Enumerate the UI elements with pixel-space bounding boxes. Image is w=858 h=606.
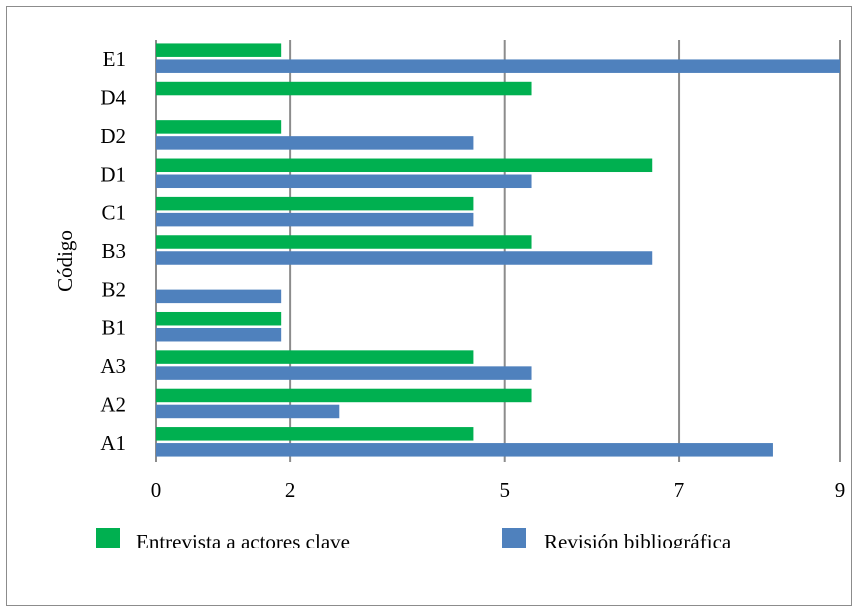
bar-revision [156, 136, 474, 150]
bar-revision [156, 251, 653, 265]
x-tick-label: 2 [285, 478, 296, 502]
x-tick-labels: 0 2 5 7 9 [151, 478, 846, 502]
legend-swatch-revision [502, 528, 526, 548]
bar-entrevista [156, 350, 474, 364]
bar-revision [156, 366, 532, 380]
legend: Entrevista a actores clave Revisión bibl… [96, 528, 732, 548]
bar-entrevista [156, 81, 532, 96]
x-tick-label: 0 [151, 478, 162, 502]
y-tick-labels: A1 A2 A3 B1 B2 B3 C1 D1 D2 D4 E1 [100, 47, 126, 455]
bar-entrevista [156, 427, 474, 441]
bar-revision [156, 174, 532, 189]
chart-frame [6, 6, 852, 606]
legend-swatch-entrevista [96, 528, 120, 548]
y-tick-label: A3 [100, 354, 126, 378]
y-axis-title: Código [53, 230, 77, 292]
bar-entrevista [156, 311, 282, 326]
y-tick-label: A1 [100, 431, 126, 455]
bar-revision [156, 443, 773, 457]
legend-label-revision: Revisión bibliográfica [544, 530, 732, 548]
bar-revision [156, 59, 840, 73]
bar-revision [156, 327, 282, 342]
bar-entrevista [156, 388, 532, 403]
bar-revision [156, 289, 282, 304]
y-tick-label: D4 [100, 86, 126, 110]
y-tick-label: E1 [103, 47, 126, 71]
bar-entrevista [156, 120, 282, 134]
x-tick-label: 5 [499, 478, 510, 502]
y-tick-label: B2 [101, 277, 126, 301]
y-tick-label: B1 [101, 316, 126, 340]
x-tick-label: 9 [835, 478, 846, 502]
bar-entrevista [156, 235, 532, 249]
bar-revision [156, 212, 474, 227]
bar-entrevista [156, 158, 653, 173]
legend-label-entrevista: Entrevista a actores clave [136, 530, 350, 548]
y-tick-label: D2 [100, 124, 126, 148]
bar-entrevista [156, 43, 282, 57]
x-tick-label: 7 [674, 478, 685, 502]
bars [156, 43, 840, 457]
y-tick-label: B3 [101, 239, 126, 263]
y-tick-label: D1 [100, 162, 126, 186]
bar-chart: A1 A2 A3 B1 B2 B3 C1 D1 D2 D4 E1 0 2 5 7 9 Código Entr… [53, 40, 846, 548]
y-tick-label: C1 [101, 201, 126, 225]
y-tick-label: A2 [100, 392, 126, 416]
bar-entrevista [156, 196, 474, 211]
bar-revision [156, 404, 340, 419]
